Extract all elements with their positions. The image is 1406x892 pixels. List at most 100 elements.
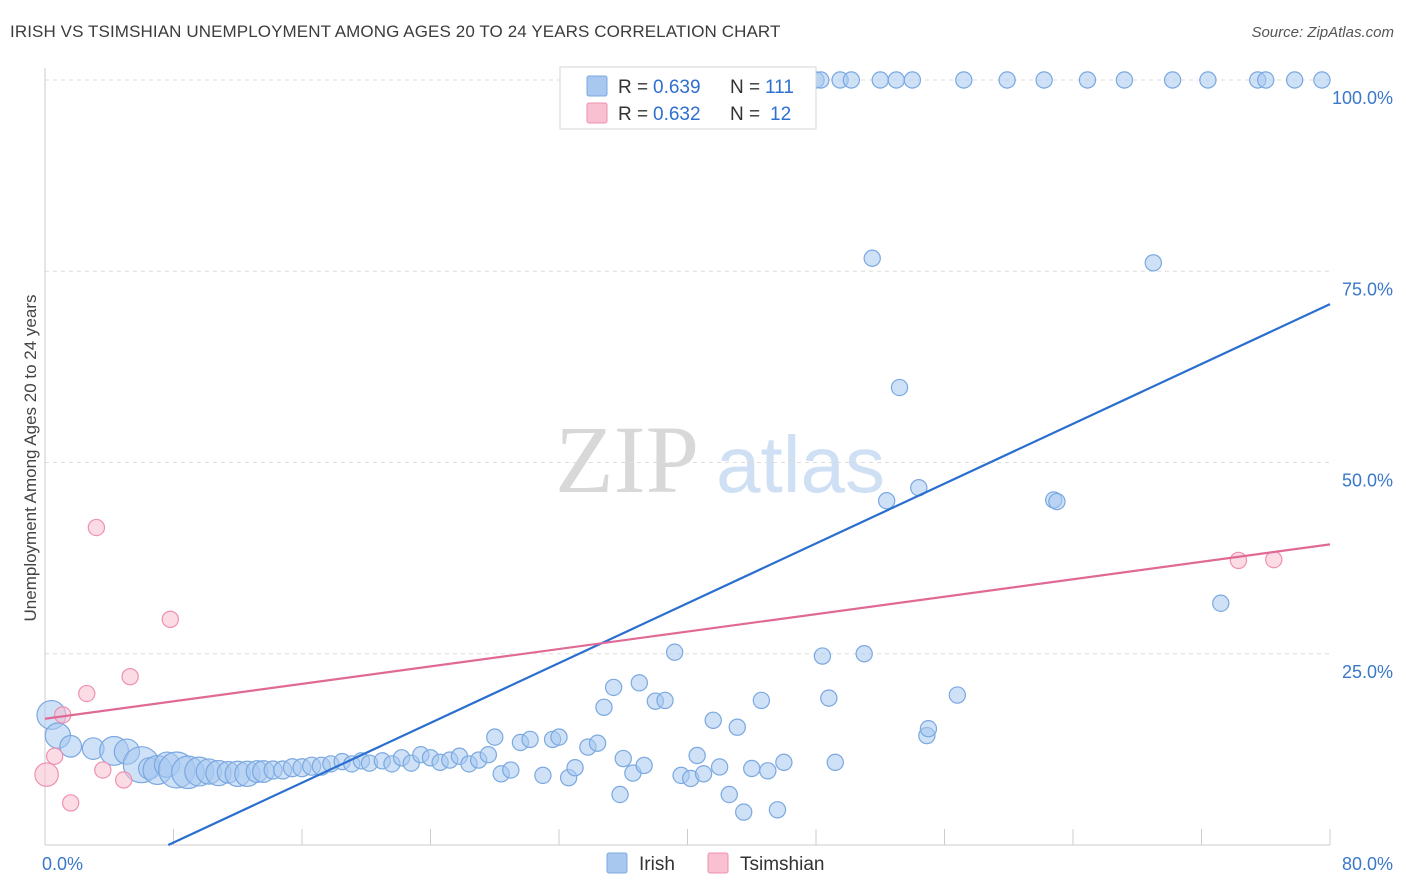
watermark-atlas: atlas: [716, 420, 885, 509]
bottom-legend-irish-swatch: [606, 852, 628, 874]
source-credit: Source: ZipAtlas.com: [1251, 24, 1394, 41]
irish-point-95: [1199, 71, 1217, 89]
tsimshian-point-4: [78, 684, 96, 703]
series-legend: Irish Tsimshian: [606, 852, 824, 875]
irish-point-97: [1285, 71, 1304, 89]
irish-point-56: [604, 678, 623, 697]
gridlines: [45, 79, 1330, 655]
irish-point-76: [759, 762, 777, 780]
irish-point-89: [955, 71, 973, 89]
irish-point-101: [1144, 254, 1163, 272]
tsimshian-trend-line: [44, 543, 1331, 720]
irish-point-91: [1035, 71, 1053, 89]
irish-point-90: [998, 71, 1016, 89]
irish-point-111: [903, 71, 922, 89]
irish-point-72: [728, 718, 746, 736]
tsimshian-point-3: [61, 794, 80, 812]
irish-point-81: [826, 753, 844, 772]
irish-point-78: [775, 753, 793, 772]
tsimshian-point-0: [34, 762, 59, 787]
legend-irish-r-label: R =: [618, 77, 648, 98]
irish-point-102: [1212, 594, 1230, 612]
legend-irish-n-label: N =: [730, 77, 760, 98]
irish-point-85: [890, 378, 909, 397]
irish-point-94: [1163, 71, 1182, 89]
bottom-legend-tsimshian-swatch: [707, 852, 729, 874]
irish-point-88: [919, 720, 938, 738]
tsimshian-point-8: [121, 668, 139, 686]
y-tick-label-0: 25.0%: [1342, 662, 1393, 682]
tsimshian-point-11: [1265, 550, 1283, 569]
tsimshian-point-9: [161, 610, 179, 629]
x-tick-label-max: 80.0%: [1342, 854, 1393, 874]
irish-point-43: [486, 728, 504, 746]
irish-point-52: [566, 759, 584, 777]
irish-point-82: [855, 645, 873, 663]
y-tick-label-3: 100.0%: [1332, 88, 1393, 108]
irish-point-63: [656, 691, 674, 710]
y-tick-label-2: 75.0%: [1342, 279, 1393, 299]
irish-point-80: [820, 689, 838, 707]
irish-point-50: [550, 728, 568, 746]
tsimshian-point-10: [1229, 551, 1248, 570]
irish-point-108: [842, 71, 861, 89]
irish-point-67: [688, 746, 706, 765]
irish-point-92: [1078, 71, 1097, 89]
data-points: [34, 71, 1331, 821]
irish-point-61: [635, 756, 653, 775]
irish-point-100: [1048, 492, 1066, 511]
bottom-legend-tsimshian-label: Tsimshian: [740, 854, 824, 875]
irish-point-104: [1313, 71, 1331, 89]
legend-tsimshian-r-label: R =: [618, 104, 648, 125]
irish-point-68: [694, 765, 713, 783]
y-axis-label: Unemployment Among Ages 20 to 24 years: [21, 295, 40, 622]
tsimshian-point-1: [45, 747, 64, 765]
chart-title: IRISH VS TSIMSHIAN UNEMPLOYMENT AMONG AG…: [10, 22, 781, 41]
irish-point-79: [813, 647, 832, 665]
irish-point-58: [614, 749, 632, 768]
irish-point-57: [611, 785, 629, 804]
zipatlas-watermark: ZIP atlas: [555, 406, 885, 513]
irish-point-60: [630, 674, 649, 692]
irish-point-73: [735, 803, 753, 821]
irish-point-42: [479, 746, 498, 764]
irish-point-74: [743, 759, 761, 778]
legend-tsimshian-n-label: N =: [730, 104, 760, 125]
legend-irish-n-value: 111: [765, 77, 794, 98]
irish-point-83: [863, 249, 881, 267]
irish-point-98: [948, 686, 967, 704]
tsimshian-point-5: [87, 518, 106, 537]
irish-point-77: [768, 801, 787, 819]
legend-tsimshian-r-value: 0.632: [653, 104, 701, 125]
irish-point-103: [1257, 71, 1275, 89]
irish-point-45: [502, 761, 520, 779]
x-tick-label-min: 0.0%: [42, 854, 83, 874]
y-tick-label-1: 50.0%: [1342, 471, 1393, 491]
legend-tsimshian-swatch: [586, 102, 608, 124]
irish-point-64: [665, 643, 684, 661]
irish-point-71: [720, 785, 738, 804]
irish-trend-line: [167, 303, 1331, 846]
tick-labels: 25.0% 50.0% 75.0% 100.0% 0.0% 80.0%: [42, 88, 1393, 874]
irish-point-70: [710, 758, 729, 776]
tsimshian-point-6: [94, 761, 112, 779]
legend-irish-r-value: 0.639: [653, 77, 701, 98]
irish-point-75: [752, 691, 771, 710]
bottom-legend-irish-label: Irish: [639, 854, 675, 875]
trend-lines: [44, 303, 1331, 846]
legend-irish-swatch: [586, 75, 608, 97]
irish-point-109: [871, 71, 889, 89]
tsimshian-point-7: [115, 771, 133, 789]
irish-point-55: [595, 698, 613, 717]
irish-point-110: [887, 71, 906, 89]
irish-point-48: [534, 766, 552, 785]
irish-point-2: [59, 734, 83, 758]
irish-point-47: [521, 730, 539, 749]
irish-point-54: [588, 734, 607, 752]
irish-point-93: [1115, 71, 1134, 89]
irish-point-84: [877, 492, 896, 510]
irish-point-69: [704, 711, 722, 730]
watermark-zip: ZIP: [555, 406, 699, 513]
legend-tsimshian-n-value: 12: [770, 104, 791, 125]
